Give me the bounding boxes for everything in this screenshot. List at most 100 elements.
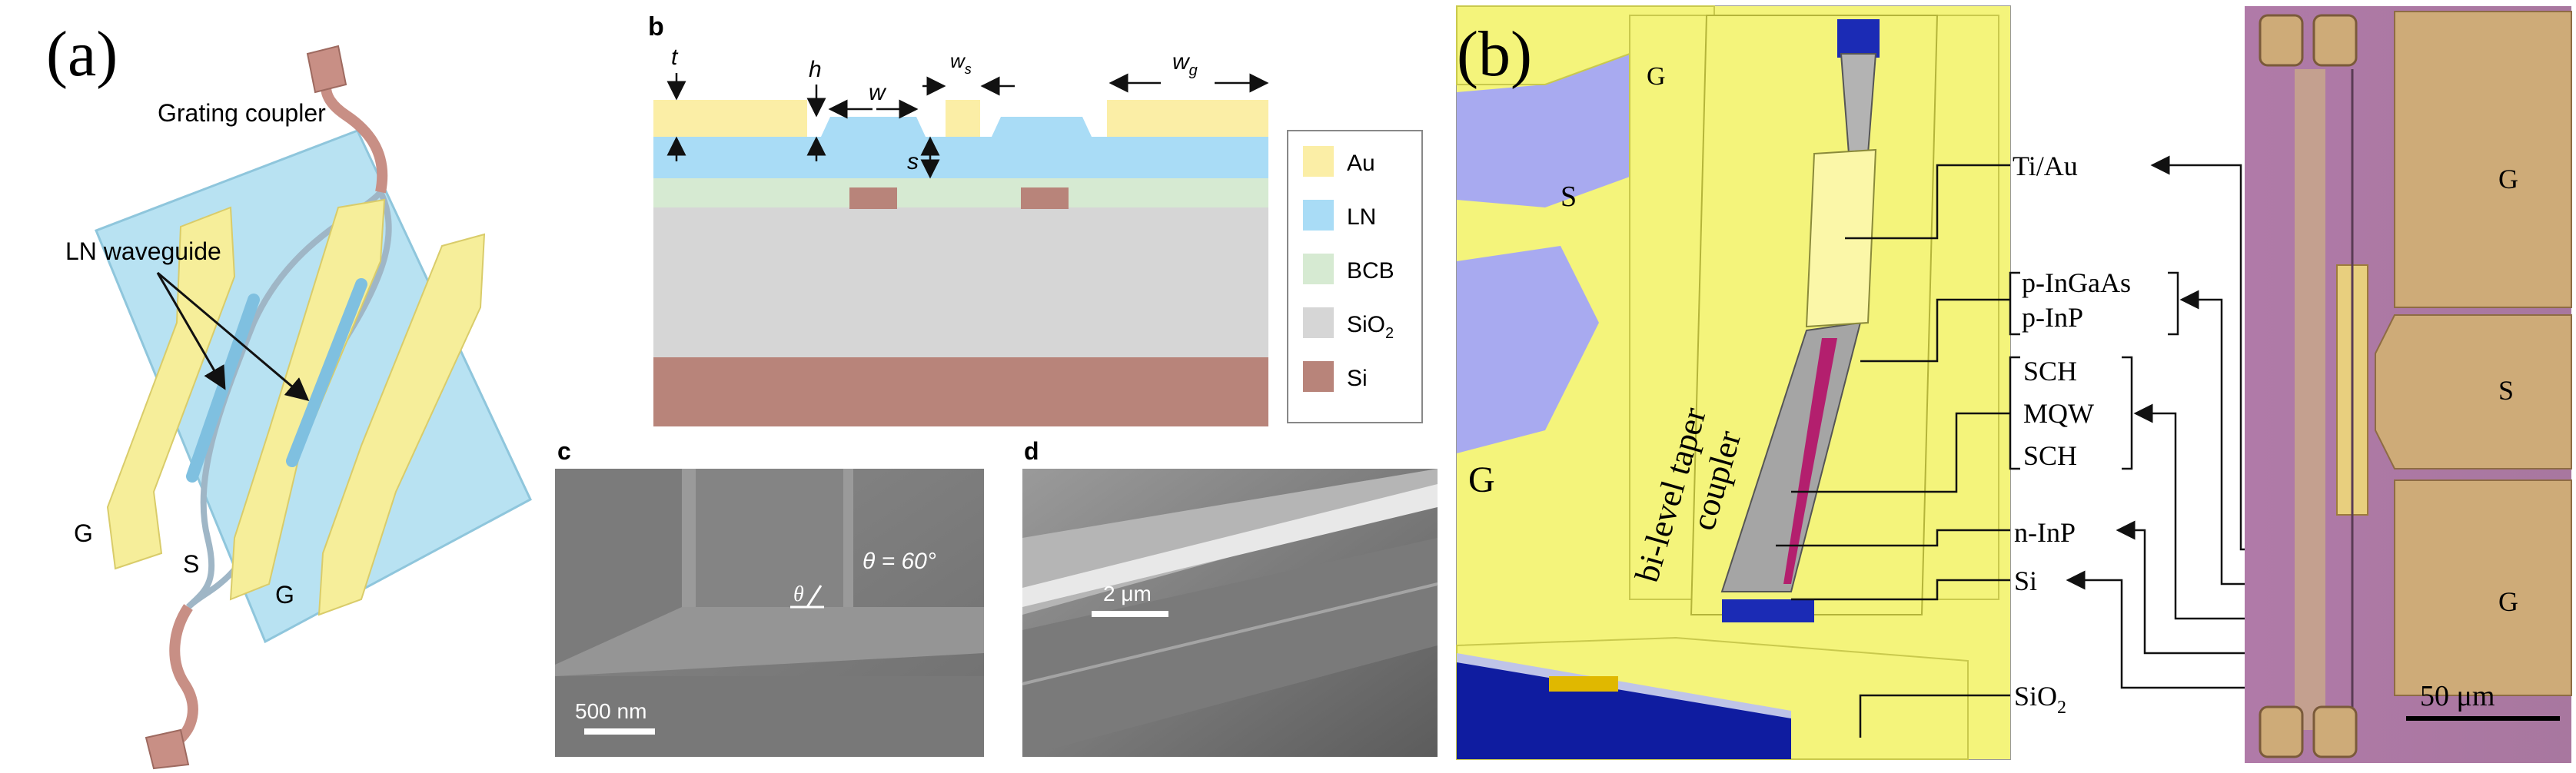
legend-swatch-ln [1303, 200, 1334, 231]
annotation-si: Si [2014, 566, 2037, 596]
au-signal [946, 100, 980, 137]
sem-image-c: c θ θ = 60° 500 nm [555, 437, 984, 757]
sem-d-ridge-edge [1022, 484, 1438, 607]
scale-bar-c-label: 500 nm [575, 699, 646, 723]
scale-bar-c [584, 728, 655, 735]
electrode-label-g2: G [275, 581, 294, 609]
legend-label-bcb: BCB [1347, 258, 1394, 284]
legend-swatch-au [1303, 146, 1334, 177]
micro-corner-pad-1 [2259, 14, 2304, 67]
schematic-sio2-strip [1457, 653, 1791, 718]
sem-c-ridge-top [682, 469, 843, 607]
schematic-contact-strip [1549, 676, 1618, 692]
ln-waveguide-section-2 [286, 278, 367, 467]
sem-c-floor [555, 676, 984, 757]
legend-label-ln: LN [1347, 204, 1376, 230]
theta-label: θ = 60° [863, 549, 936, 574]
panel-d-label: d [1024, 437, 1039, 465]
dim-h: h [809, 57, 822, 82]
panel-a: (a) Grating coupler LN waveguide G S G [46, 18, 532, 770]
sem-c-sidewall-2 [843, 469, 853, 607]
panel-b-cross-section: b t h w ws wg s Au LN B [648, 12, 1423, 426]
blue-cap-top [1837, 19, 1880, 58]
ln-waveguide-arrow-1 [156, 272, 226, 390]
micro-corner-pad-4 [2312, 705, 2358, 758]
leader-n-inp [1776, 529, 2010, 547]
scale-bar-d-label: 2 μm [1103, 582, 1152, 605]
dim-t: t [671, 45, 679, 70]
blue-cap-bottom [1722, 599, 1814, 622]
annotation-p-ingaas: p-InGaAs [2022, 267, 2131, 298]
ti-au-pad [1805, 148, 1877, 328]
micro-corner-pad-2 [2312, 14, 2358, 67]
theta-symbol: θ [793, 582, 804, 606]
au-right [1107, 100, 1268, 137]
panel-a-label: (a) [46, 18, 118, 90]
si-strip-2 [1021, 187, 1069, 209]
micro-pad-g-bottom [2394, 479, 2572, 696]
schematic-label-s: S [1561, 181, 1577, 213]
dim-wg: wg [1172, 49, 1198, 79]
panel-b-schematic: (b) G S G bi-level taper coupler [1456, 5, 2011, 760]
legend-label-sio2: SiO2 [1347, 312, 1394, 342]
leader-p-layers [1860, 298, 2010, 363]
legend-label-si: Si [1347, 366, 1368, 391]
legend-swatch-sio2 [1303, 307, 1334, 338]
micrograph: G S G 50 μm [2245, 6, 2572, 763]
panel-b-right-label: (b) [1457, 18, 1532, 90]
layer-bcb [653, 178, 1268, 207]
legend-swatch-bcb [1303, 254, 1334, 284]
sem-d-ridge-body [1022, 538, 1438, 757]
legend-label-au: Au [1347, 151, 1375, 176]
annotation-sch-2: SCH [2023, 440, 2077, 471]
legend-swatch-si [1303, 361, 1334, 392]
layer-ln [653, 117, 1268, 178]
electrode-label-g1: G [74, 519, 93, 547]
panel-c-label: c [557, 437, 571, 465]
schematic-g-bottom-pad [1457, 438, 1599, 692]
annotation-p-inp: p-InP [2022, 302, 2083, 333]
micro-scale-label: 50 μm [2420, 680, 2495, 712]
connector-n-inp [2129, 529, 2337, 655]
sem-d-ridge-line [1022, 582, 1438, 685]
sem-c-step [555, 607, 984, 676]
micro-label-s: S [2498, 375, 2514, 406]
au-left [653, 100, 807, 137]
micro-waveguide-region [2295, 69, 2325, 730]
sem-image-d: d 2 μm [1022, 437, 1438, 757]
schematic-label-g-bottom: G [1468, 459, 1495, 500]
grating-coupler-bottom [145, 728, 190, 770]
leader-mqw [1791, 412, 2010, 493]
si-strip-1 [849, 187, 897, 209]
micro-scale-bar [2406, 716, 2560, 721]
micro-label-g-bottom: G [2498, 586, 2518, 617]
grating-coupler-top [306, 45, 347, 94]
bracket-mqw-right [2122, 356, 2133, 470]
micro-corner-pad-3 [2259, 705, 2304, 758]
theta-edge [806, 585, 823, 608]
micro-label-g-top: G [2498, 164, 2518, 194]
annotation-ti-au: Ti/Au [2013, 151, 2078, 181]
layer-sio2 [653, 207, 1268, 357]
dim-ws: ws [950, 49, 972, 77]
schematic-purple-mid [1457, 246, 1599, 453]
bracket-mqw-left [2009, 356, 2020, 470]
bracket-p-right [2168, 271, 2179, 336]
leader-ti-au [1845, 164, 2010, 240]
scale-bar-d [1092, 611, 1168, 617]
electrode-ground-left [106, 206, 236, 570]
leader-sio2 [1859, 694, 2010, 738]
electrode-label-s: S [183, 550, 199, 578]
layer-si [653, 357, 1268, 426]
annotation-n-inp: n-InP [2014, 517, 2076, 548]
ln-waveguide-arrow-2 [157, 271, 310, 401]
connector-si [2091, 579, 2337, 689]
ln-waveguide-label: LN waveguide [65, 237, 221, 265]
panel-b-label: b [648, 12, 664, 41]
micro-pad-s [2375, 314, 2572, 469]
schematic-label-g-top: G [1647, 62, 1666, 91]
sem-c-sidewall-1 [682, 469, 696, 607]
grating-coupler-label: Grating coupler [158, 99, 326, 127]
leader-si [1791, 579, 2010, 601]
annotation-sio2: SiO2 [2014, 681, 2066, 718]
